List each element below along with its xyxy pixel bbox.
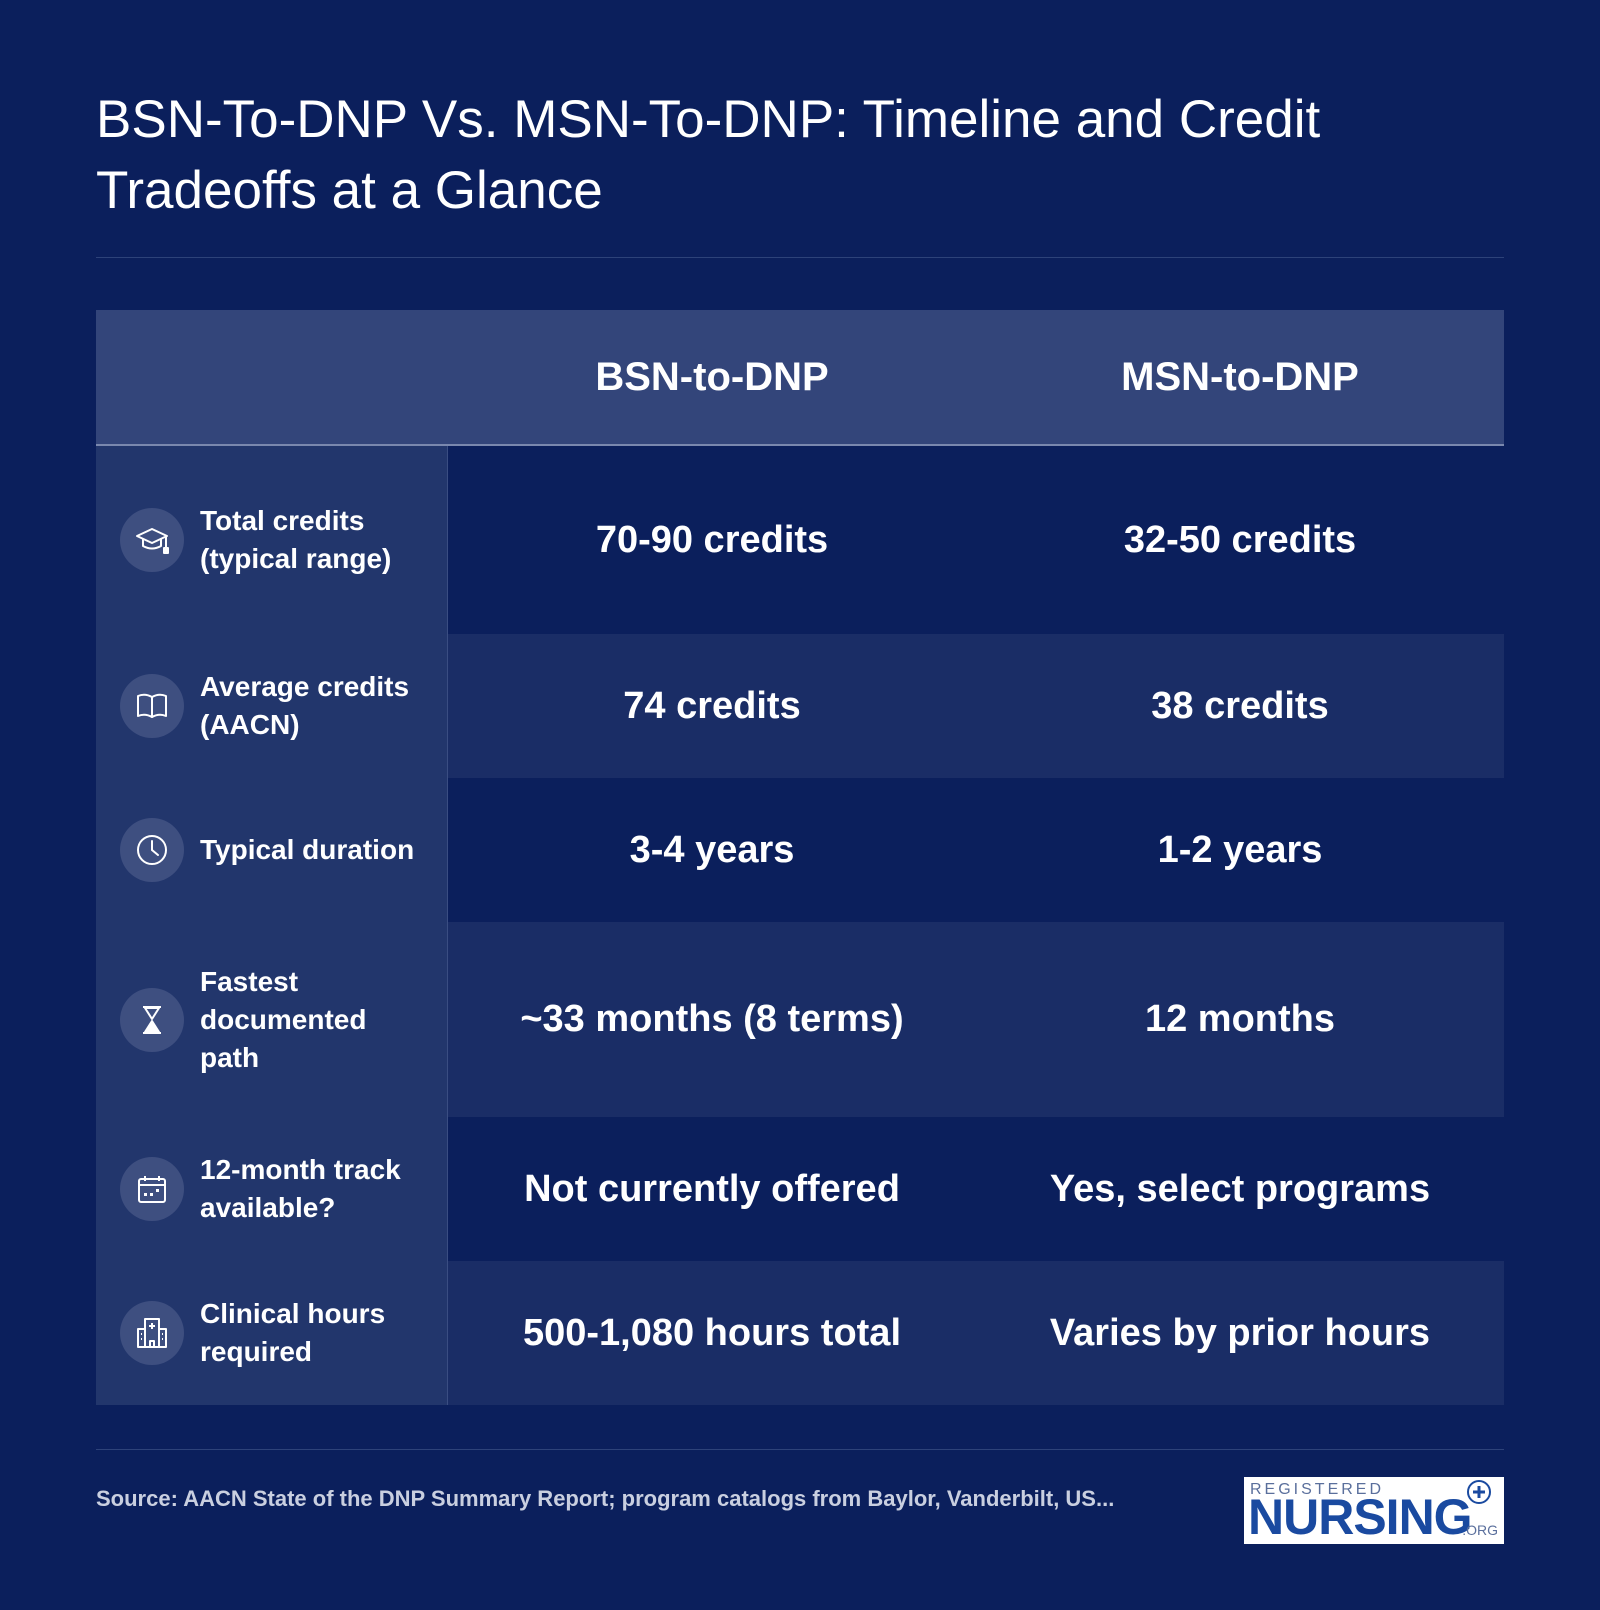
row-label-text: Clinical hours required [200, 1298, 386, 1367]
row-label-12-month-track: 12-month track available? [96, 1117, 448, 1261]
source-note: Source: AACN State of the DNP Summary Re… [96, 1486, 1115, 1511]
row-label-clinical-hours: Clinical hours required [96, 1261, 448, 1405]
cell-msn-total-credits: 32-50 credits [976, 446, 1504, 634]
table-row: Clinical hours required 500-1,080 hours … [96, 1261, 1504, 1405]
hospital-icon [120, 1301, 184, 1365]
cell-bsn-typical-duration: 3-4 years [448, 778, 976, 922]
title-divider [96, 257, 1504, 258]
cell-msn-12-month-track: Yes, select programs [976, 1117, 1504, 1261]
row-label-text: Typical duration [200, 834, 415, 865]
table-row: Fastest documented path ~33 months (8 te… [96, 922, 1504, 1117]
column-header-msn: MSN-to-DNP [1121, 354, 1359, 399]
row-label-average-credits: Average credits (AACN) [96, 634, 448, 778]
cell-bsn-average-credits: 74 credits [448, 634, 976, 778]
table-header: BSN-to-DNP MSN-to-DNP [96, 310, 1504, 446]
cell-bsn-fastest-path: ~33 months (8 terms) [448, 922, 976, 1117]
hourglass-icon [120, 987, 184, 1052]
medical-cross-icon [1467, 1480, 1491, 1504]
cell-msn-clinical-hours: Varies by prior hours [976, 1261, 1504, 1405]
page-title: BSN-To-DNP Vs. MSN-To-DNP: Timeline and … [96, 90, 1321, 220]
logo-top-text: REGISTERED [1250, 1481, 1385, 1498]
graduation-cap-icon [120, 508, 184, 572]
table-row: Total credits (typical range) 70-90 cred… [96, 446, 1504, 634]
logo-suffix-text: .ORG [1462, 1522, 1498, 1538]
table-row: 12-month track available? Not currently … [96, 1117, 1504, 1261]
row-label-text: Average credits (AACN) [200, 671, 410, 740]
table-row: Typical duration 3-4 years 1-2 years [96, 778, 1504, 922]
cell-bsn-12-month-track: Not currently offered [448, 1117, 976, 1261]
cell-bsn-clinical-hours: 500-1,080 hours total [448, 1261, 976, 1405]
footer-divider [96, 1449, 1504, 1450]
row-label-text: Fastest documented path [200, 965, 367, 1073]
cell-bsn-total-credits: 70-90 credits [448, 446, 976, 634]
clock-icon [120, 818, 184, 882]
comparison-table: BSN-to-DNP MSN-to-DNP Total credits (typ… [96, 310, 1504, 1405]
row-label-text: Total credits (typical range) [200, 505, 392, 574]
calendar-icon [120, 1157, 184, 1221]
column-header-bsn: BSN-to-DNP [595, 354, 829, 399]
open-book-icon [120, 674, 184, 738]
cell-msn-average-credits: 38 credits [976, 634, 1504, 778]
registered-nursing-logo: REGISTERED NURSING .ORG [1244, 1477, 1504, 1544]
row-label-typical-duration: Typical duration [96, 778, 448, 922]
row-label-text: 12-month track available? [200, 1154, 401, 1223]
row-label-fastest-path: Fastest documented path [96, 922, 448, 1117]
logo-main-text: NURSING [1248, 1489, 1473, 1545]
table-row: Average credits (AACN) 74 credits 38 cre… [96, 634, 1504, 778]
header-corner [96, 310, 448, 444]
row-label-total-credits: Total credits (typical range) [96, 446, 448, 634]
cell-msn-fastest-path: 12 months [976, 922, 1504, 1117]
cell-msn-typical-duration: 1-2 years [976, 778, 1504, 922]
